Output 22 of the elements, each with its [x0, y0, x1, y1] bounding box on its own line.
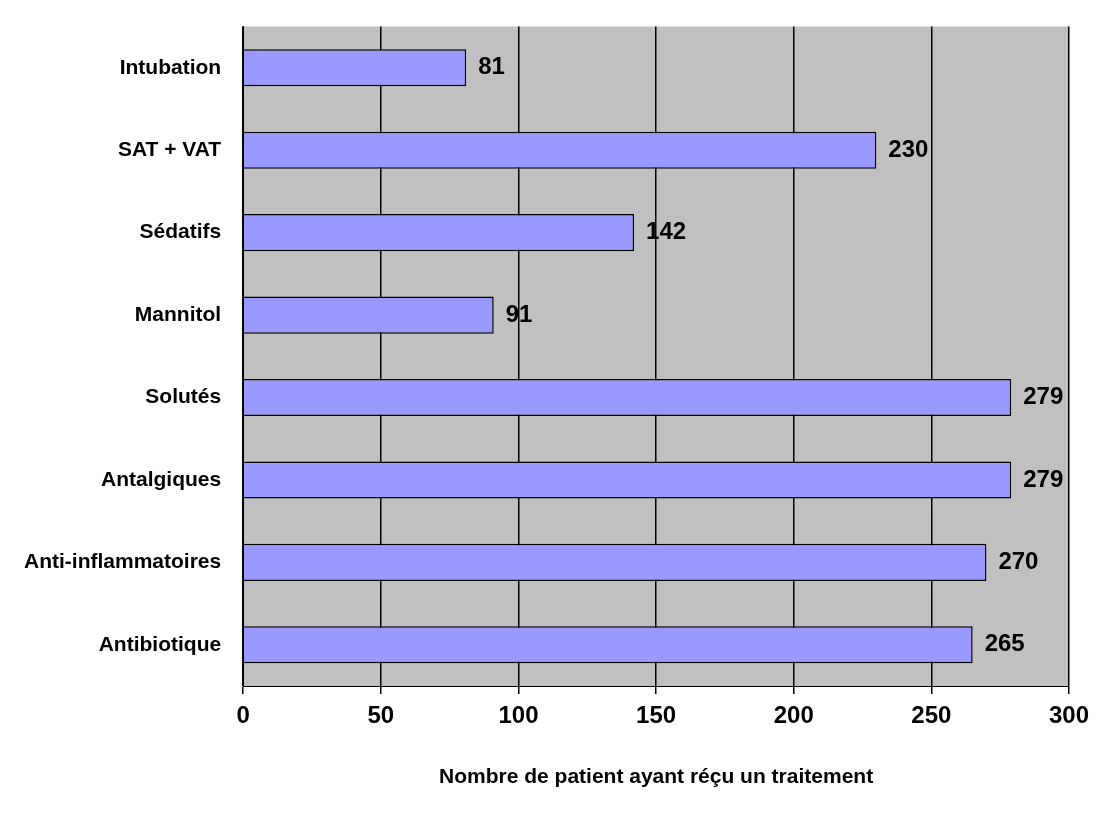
y-tick-label: Solutés [145, 384, 222, 408]
data-label: 279 [1023, 464, 1064, 492]
x-tick-label: 0 [236, 701, 250, 729]
x-tick-label: 250 [911, 701, 952, 729]
data-label: 230 [888, 134, 929, 162]
y-tick-label: Sédatifs [139, 219, 222, 243]
x-tick-label: 200 [773, 701, 814, 729]
x-tick-label: 300 [1048, 701, 1090, 729]
data-label: 265 [984, 629, 1025, 657]
data-label: 81 [478, 52, 505, 80]
y-tick-label: SAT + VAT [117, 137, 222, 161]
x-axis-title: Nombre de patient ayant réçu un traitement [439, 764, 874, 788]
y-tick-label: Antibiotique [98, 631, 222, 655]
y-tick-label: Mannitol [134, 301, 222, 325]
x-tick-label: 150 [636, 701, 677, 729]
data-label: 279 [1023, 382, 1064, 410]
x-tick-label: 50 [367, 701, 395, 729]
y-tick-label: Anti-inflammatoires [23, 549, 222, 573]
y-tick-label: Intubation [119, 54, 222, 78]
y-tick-label: Antalgiques [101, 466, 222, 490]
data-label: 270 [998, 546, 1039, 574]
x-tick-label: 100 [498, 701, 539, 729]
